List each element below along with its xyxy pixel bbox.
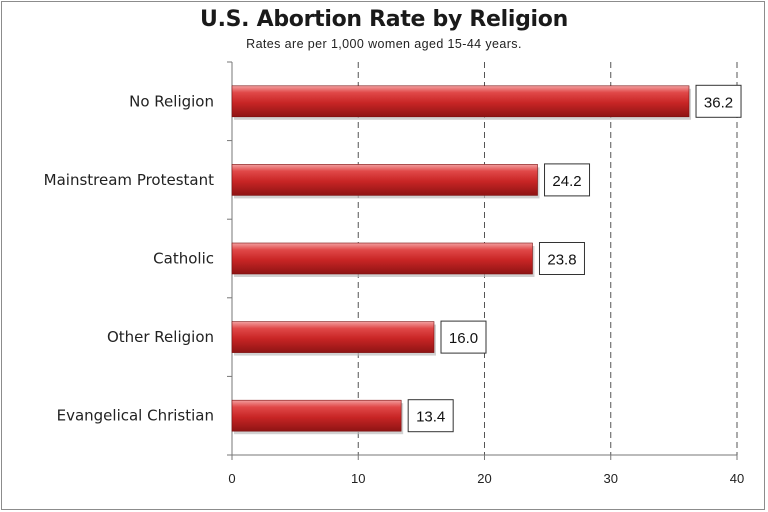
chart-subtitle: Rates are per 1,000 women aged 15-44 yea… [246,37,522,51]
bar [231,242,533,275]
data-label: 13.4 [416,409,445,426]
category-label: No Religion [129,92,214,110]
category-label: Other Religion [107,328,214,346]
data-label-box [407,399,454,433]
gridlines [357,62,738,455]
bar [231,85,690,118]
bar [231,321,435,353]
labels: 0 10 20 30 40 No Religion 36.2 Mainstream Prote… [44,84,744,486]
category-label: Evangelical Christian [57,407,214,425]
x-tick-label: 0 [228,471,235,486]
x-tick-label: 40 [730,471,744,486]
category-label: Mainstream Protestant [44,171,214,189]
bar [231,164,538,196]
data-label-box [544,163,591,197]
data-label-box [440,320,487,354]
data-label: 16.0 [449,330,478,347]
bar [231,399,402,432]
bars [231,85,692,435]
x-tick-label: 20 [477,471,491,486]
data-label: 23.8 [547,252,576,269]
category-label: Catholic [153,250,214,268]
data-label: 24.2 [552,173,581,190]
data-label-box [695,84,742,118]
x-tick-label: 10 [351,471,365,486]
x-tick-label: 30 [604,471,618,486]
chart-title: U.S. Abortion Rate by Religion [200,7,568,32]
data-label: 36.2 [704,94,733,111]
data-label-box [538,242,585,275]
